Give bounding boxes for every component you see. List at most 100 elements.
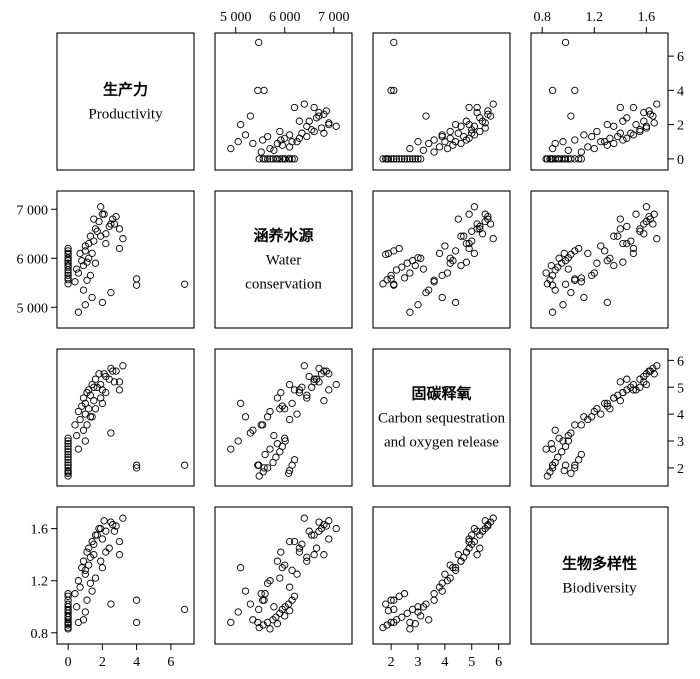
data-point (414, 254, 422, 262)
data-point (285, 466, 294, 475)
data-point (119, 514, 127, 522)
panel-frame (372, 348, 511, 487)
data-point (298, 540, 306, 548)
data-point (236, 120, 245, 129)
data-point (601, 399, 609, 408)
data-point (571, 136, 579, 144)
data-point (603, 298, 611, 307)
data-point (379, 280, 387, 288)
data-point (64, 261, 72, 270)
data-point (560, 249, 568, 258)
data-point (64, 458, 72, 467)
data-point (588, 413, 596, 421)
data-point (593, 405, 601, 413)
data-point (285, 143, 294, 151)
data-point (64, 244, 72, 253)
data-point (246, 112, 255, 120)
data-point (438, 131, 446, 139)
data-point (387, 271, 395, 280)
data-point (266, 625, 274, 633)
data-point (79, 557, 88, 565)
data-point (310, 531, 318, 539)
data-point (454, 129, 462, 137)
data-point (481, 119, 489, 127)
data-point (81, 437, 89, 445)
x-tick-label: 4 (441, 655, 448, 670)
data-point (85, 254, 93, 262)
y-tick-label: 2 (677, 462, 684, 477)
data-point (74, 308, 83, 316)
data-point (473, 103, 481, 112)
data-point (548, 461, 557, 469)
data-point (616, 225, 624, 233)
variable-name-en: and oxygen release (384, 435, 499, 451)
data-point (629, 103, 638, 112)
data-point (325, 535, 333, 543)
data-point (332, 524, 340, 533)
data-point (320, 129, 328, 137)
data-point (97, 203, 105, 211)
data-point (417, 155, 425, 163)
data-point (601, 247, 609, 255)
data-point (606, 254, 614, 262)
data-point (571, 421, 579, 429)
data-point (88, 293, 96, 302)
data-point (425, 139, 433, 148)
data-point (387, 155, 395, 163)
panel-frame (372, 32, 511, 171)
panel-frame (56, 348, 195, 487)
data-point (560, 155, 568, 163)
data-point (227, 618, 235, 627)
data-point (64, 466, 72, 475)
data-point (300, 100, 308, 108)
data-point (320, 397, 328, 405)
panel-frame (530, 348, 669, 487)
data-point (601, 138, 609, 146)
data-point (640, 220, 648, 228)
data-point (97, 232, 105, 240)
diag-panel-productivity: 生产力 Productivity (56, 32, 195, 171)
data-point (398, 263, 406, 271)
data-point (406, 269, 414, 277)
data-point (542, 155, 550, 163)
data-point (642, 122, 651, 130)
data-point (281, 437, 289, 445)
data-point (446, 574, 454, 582)
data-point (236, 399, 245, 408)
data-point (81, 566, 89, 574)
data-point (241, 131, 250, 139)
data-point (81, 570, 89, 578)
data-point (303, 553, 311, 561)
data-point (115, 225, 124, 233)
data-point (560, 466, 568, 475)
data-point (390, 280, 398, 288)
data-point (91, 375, 100, 383)
data-point (451, 247, 460, 255)
data-point (90, 383, 98, 391)
data-point (559, 301, 567, 309)
data-point (610, 232, 618, 240)
data-point (64, 254, 72, 262)
data-point (86, 579, 95, 587)
data-point (619, 258, 627, 266)
data-point (571, 86, 579, 95)
data-point (74, 269, 83, 277)
data-point (332, 380, 340, 389)
data-point (81, 301, 89, 309)
data-point (457, 232, 465, 240)
data-point (325, 386, 333, 394)
data-point (285, 131, 294, 139)
data-point (64, 271, 72, 280)
data-point (619, 239, 627, 248)
variable-name-zh: 生产力 (103, 81, 148, 99)
data-point (293, 570, 301, 578)
data-point (567, 429, 575, 437)
data-point (555, 254, 563, 262)
data-point (382, 600, 390, 608)
panel-frame (56, 32, 195, 171)
data-point (414, 603, 422, 611)
data-point (276, 405, 284, 413)
variable-name-zh: 涵养水源 (253, 227, 313, 245)
data-point (564, 431, 572, 440)
data-point (646, 110, 654, 118)
